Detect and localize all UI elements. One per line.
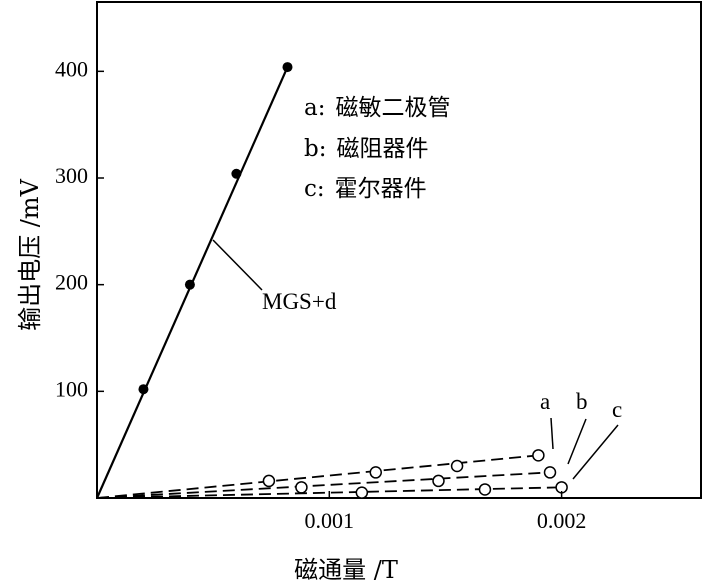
data-point-a	[532, 449, 545, 462]
legend-key-c: c:	[304, 176, 325, 202]
mgs-callout-leader	[212, 239, 263, 291]
curve-leader-a	[550, 417, 554, 450]
data-point-mgs-d	[184, 279, 195, 290]
data-point-mgs-d	[138, 384, 149, 395]
data-point-c	[478, 483, 492, 496]
y-axis-ticks: 100 200 300 400	[55, 56, 88, 401]
series-line-a	[96, 454, 539, 499]
data-point-mgs-d	[282, 62, 293, 73]
curve-label-a: a	[540, 389, 550, 414]
data-point-a	[450, 459, 464, 473]
y-tick-label-300: 300	[55, 163, 88, 188]
series-line-b	[96, 471, 551, 499]
plot-frame	[96, 1, 702, 499]
legend-text-b: 磁阻器件	[336, 136, 428, 162]
data-point-b	[432, 474, 445, 488]
x-axis-title: 磁通量 /T	[294, 556, 398, 584]
y-tick-label-100: 100	[55, 376, 88, 401]
legend-entry-c: c: 霍尔器件	[304, 176, 427, 202]
legend: a: 磁敏二极管 b: 磁阻器件 c: 霍尔器件	[304, 95, 450, 202]
x-tick-label-0.002: 0.002	[537, 508, 587, 533]
legend-key-a: a:	[304, 95, 325, 121]
data-point-b	[295, 481, 308, 494]
y-tick-label-400: 400	[55, 56, 88, 81]
curve-leader-b	[567, 418, 587, 465]
x-tick-label-0.001: 0.001	[305, 508, 355, 533]
y-axis-title: 输出电压 /mV	[16, 178, 44, 330]
legend-entry-b: b: 磁阻器件	[304, 136, 428, 162]
data-point-c	[355, 486, 369, 499]
series-layer	[95, 62, 568, 499]
data-point-a	[262, 474, 276, 488]
curve-label-c: c	[612, 397, 622, 422]
legend-text-c: 霍尔器件	[335, 176, 427, 202]
legend-entry-a: a: 磁敏二极管	[304, 95, 450, 121]
mgs-callout-label: MGS+d	[262, 289, 337, 314]
data-point-a	[369, 466, 383, 479]
legend-text-a: 磁敏二极管	[335, 95, 450, 121]
x-axis-ticks: 0.001 0.002	[305, 508, 587, 533]
curve-leader-c	[572, 424, 619, 480]
legend-key-b: b:	[304, 136, 326, 162]
data-point-b	[543, 466, 557, 479]
data-point-mgs-d	[231, 168, 242, 179]
curve-label-b: b	[576, 389, 588, 414]
y-tick-label-200: 200	[55, 270, 88, 295]
